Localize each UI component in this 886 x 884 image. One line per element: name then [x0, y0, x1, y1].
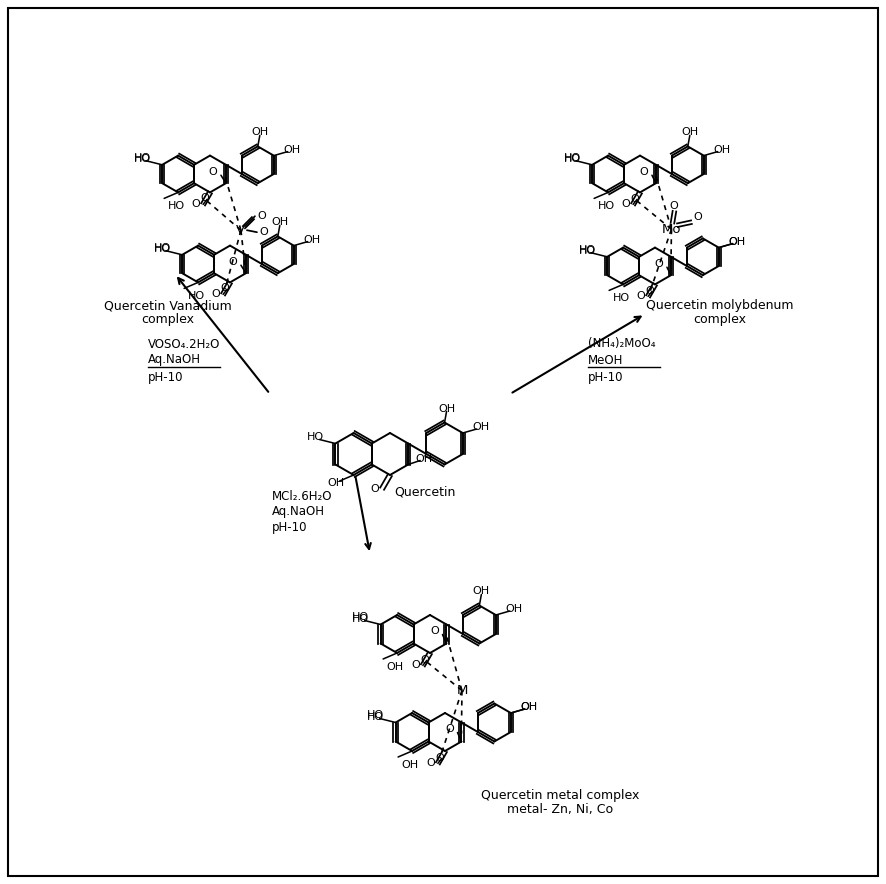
- Text: pH-10: pH-10: [588, 371, 624, 385]
- Text: O: O: [260, 227, 268, 237]
- Text: complex: complex: [142, 314, 195, 326]
- Text: OH: OH: [520, 702, 538, 712]
- Text: O: O: [637, 292, 646, 301]
- Text: O: O: [221, 284, 229, 293]
- Text: HO: HO: [563, 153, 580, 163]
- Text: OH: OH: [271, 217, 288, 227]
- Text: OH: OH: [520, 702, 538, 712]
- Text: OH: OH: [728, 237, 745, 247]
- Text: HO: HO: [134, 153, 151, 163]
- Text: OH: OH: [303, 234, 321, 245]
- Text: OH: OH: [284, 145, 300, 155]
- Text: O: O: [430, 627, 439, 636]
- Text: OH: OH: [416, 453, 432, 463]
- Text: O: O: [426, 758, 435, 768]
- Text: HO: HO: [167, 202, 184, 211]
- Text: HO: HO: [153, 244, 171, 254]
- Text: HO: HO: [188, 292, 205, 301]
- Text: O: O: [411, 660, 420, 670]
- Text: O: O: [191, 200, 200, 210]
- Text: OH: OH: [252, 127, 268, 137]
- Text: M: M: [456, 684, 468, 697]
- Text: complex: complex: [694, 314, 747, 326]
- Text: O: O: [640, 167, 649, 177]
- Text: Quercetin: Quercetin: [394, 485, 455, 499]
- Text: HO: HO: [579, 246, 595, 255]
- Text: O: O: [631, 194, 640, 204]
- Text: Quercetin metal complex: Quercetin metal complex: [481, 789, 639, 803]
- Text: HO: HO: [597, 202, 615, 211]
- Text: OH: OH: [713, 145, 730, 155]
- Text: VOSO₄.2H₂O: VOSO₄.2H₂O: [148, 338, 221, 350]
- Text: metal- Zn, Ni, Co: metal- Zn, Ni, Co: [507, 804, 613, 817]
- Text: O: O: [370, 484, 379, 493]
- Text: V: V: [237, 224, 245, 237]
- Text: OH: OH: [505, 604, 523, 614]
- Text: OH: OH: [327, 478, 344, 488]
- Text: O: O: [201, 194, 209, 203]
- Text: O: O: [693, 212, 702, 222]
- Text: OH: OH: [472, 422, 489, 432]
- Text: HO: HO: [612, 293, 630, 303]
- Text: O: O: [646, 286, 655, 296]
- Text: HO: HO: [352, 613, 369, 622]
- Text: Aq.NaOH: Aq.NaOH: [148, 354, 201, 367]
- Text: pH-10: pH-10: [272, 522, 307, 535]
- Text: (NH₄)₂MoO₄: (NH₄)₂MoO₄: [588, 338, 656, 350]
- Text: Quercetin Vanadium: Quercetin Vanadium: [105, 300, 232, 313]
- Text: HO: HO: [563, 154, 580, 164]
- Text: HO: HO: [579, 245, 595, 255]
- Text: pH-10: pH-10: [148, 371, 183, 385]
- Text: O: O: [229, 257, 237, 267]
- Text: OH: OH: [681, 127, 698, 137]
- Text: Mo: Mo: [662, 223, 681, 236]
- Text: O: O: [212, 289, 221, 300]
- Text: O: O: [655, 259, 664, 270]
- Text: O: O: [669, 202, 678, 211]
- Text: HO: HO: [153, 243, 171, 253]
- Text: Quercetin molybdenum: Quercetin molybdenum: [646, 300, 794, 313]
- Text: MeOH: MeOH: [588, 354, 624, 367]
- Text: MCl₂.6H₂O: MCl₂.6H₂O: [272, 490, 332, 502]
- Text: HO: HO: [352, 613, 369, 623]
- Text: HO: HO: [134, 154, 151, 164]
- Text: O: O: [258, 211, 267, 221]
- Text: O: O: [445, 725, 454, 735]
- Text: HO: HO: [367, 711, 385, 720]
- Text: O: O: [622, 200, 631, 210]
- Text: O: O: [421, 655, 429, 666]
- Text: O: O: [436, 753, 444, 764]
- Text: Aq.NaOH: Aq.NaOH: [272, 506, 325, 519]
- Text: HO: HO: [307, 432, 324, 443]
- Text: OH: OH: [401, 760, 419, 770]
- Text: HO: HO: [367, 712, 385, 721]
- Text: O: O: [208, 167, 217, 177]
- Text: OH: OH: [473, 586, 490, 597]
- Text: OH: OH: [386, 662, 404, 672]
- Text: OH: OH: [728, 237, 745, 247]
- Text: OH: OH: [438, 403, 455, 414]
